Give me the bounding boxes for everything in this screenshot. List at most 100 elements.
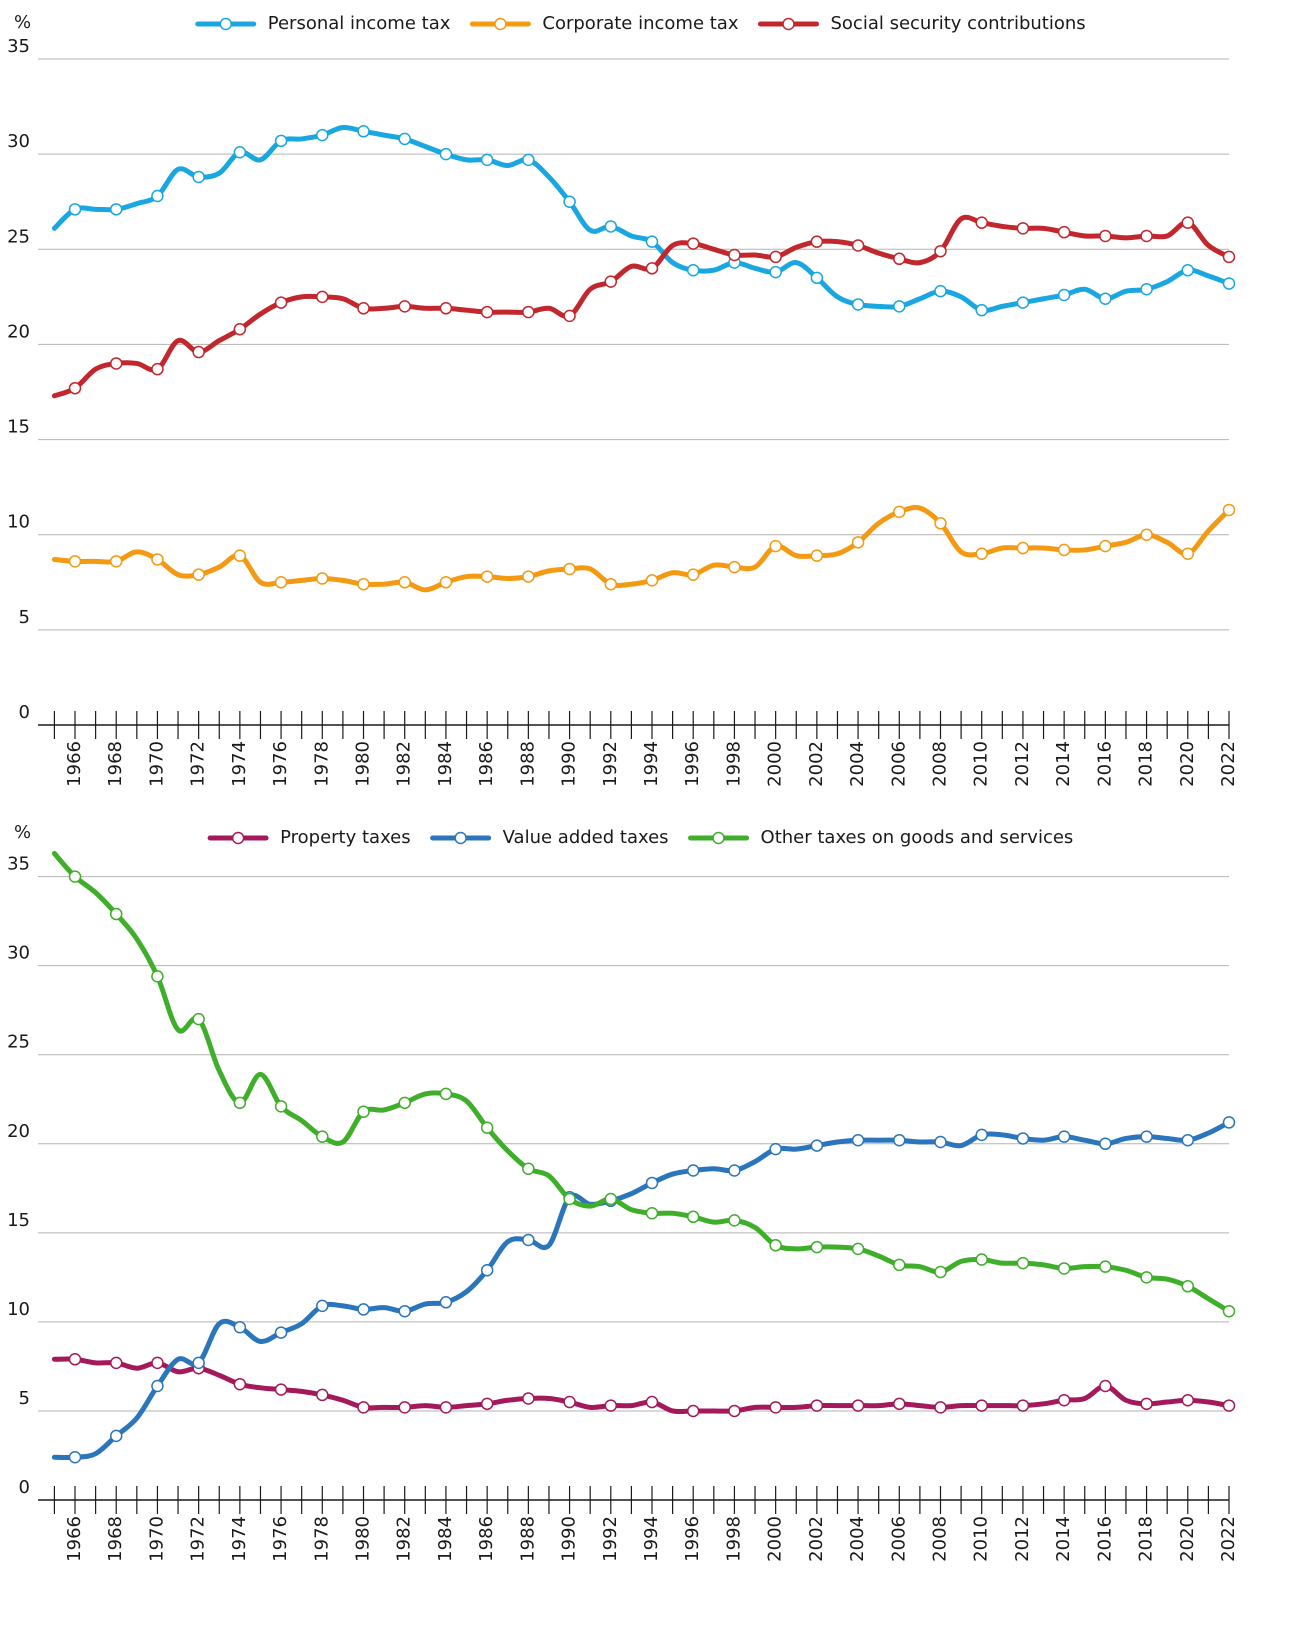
- data-point: [398, 132, 411, 146]
- data-point: [1140, 1130, 1153, 1143]
- data-point: [274, 1383, 288, 1396]
- legend-item: Property taxes: [207, 827, 411, 848]
- x-tick-label: 2012: [1012, 1516, 1033, 1562]
- data-point: [934, 244, 947, 258]
- data-point: [851, 298, 865, 311]
- x-tick-label: 1996: [682, 1516, 703, 1562]
- data-point: [975, 547, 988, 560]
- data-point: [522, 570, 535, 583]
- x-tick-label: 1968: [105, 741, 126, 787]
- data-point: [439, 302, 453, 315]
- data-point: [769, 539, 782, 553]
- data-point: [604, 1399, 618, 1412]
- data-point: [604, 1192, 618, 1206]
- data-point: [316, 128, 329, 142]
- x-tick-label: 1972: [188, 741, 209, 787]
- data-point: [480, 570, 494, 583]
- data-point: [769, 1142, 782, 1156]
- x-tick-label: 2016: [1094, 741, 1115, 787]
- x-tick-label: 1980: [353, 1516, 374, 1562]
- data-point: [975, 303, 988, 317]
- data-point: [480, 1121, 494, 1135]
- y-tick-label: 35: [7, 36, 30, 57]
- x-tick-label: 2004: [847, 741, 868, 787]
- data-point: [316, 290, 329, 304]
- data-point: [1016, 222, 1030, 235]
- x-tick-label: 2000: [765, 741, 786, 787]
- data-point: [686, 1164, 700, 1177]
- data-point: [645, 1206, 659, 1220]
- data-point: [151, 1379, 164, 1393]
- data-point: [1057, 1130, 1071, 1143]
- data-point: [1181, 216, 1195, 229]
- y-tick-label: 30: [7, 131, 30, 152]
- y-tick-label: 30: [7, 943, 30, 964]
- data-point: [604, 577, 618, 591]
- data-point: [1140, 282, 1153, 296]
- data-point: [109, 1356, 123, 1370]
- data-point: [851, 1399, 865, 1412]
- data-point: [68, 555, 82, 568]
- x-tick-label: 2020: [1177, 1516, 1198, 1562]
- data-point: [851, 239, 865, 252]
- data-point: [645, 574, 659, 587]
- x-tick-label: 1994: [641, 1516, 662, 1562]
- data-point: [1222, 503, 1236, 517]
- x-tick-label: 2014: [1053, 1516, 1074, 1562]
- data-point: [645, 235, 659, 248]
- legend-marker: [494, 17, 507, 31]
- data-point: [316, 572, 329, 585]
- data-point: [1057, 288, 1071, 302]
- data-point: [1222, 1399, 1236, 1412]
- data-point: [686, 1404, 700, 1418]
- data-point: [728, 248, 741, 262]
- data-point: [1016, 296, 1030, 309]
- data-point: [1181, 1394, 1195, 1407]
- data-point: [893, 1133, 906, 1147]
- legend-marker: [231, 831, 245, 845]
- legend-item: Social security contributions: [757, 13, 1086, 34]
- x-tick-label: 1980: [353, 741, 374, 787]
- data-point: [645, 1176, 659, 1190]
- x-tick-label: 2000: [765, 1516, 786, 1562]
- data-point: [563, 562, 576, 576]
- data-point: [233, 549, 247, 562]
- data-point: [686, 263, 700, 277]
- y-tick-label: 20: [7, 321, 30, 342]
- x-tick-label: 1998: [723, 741, 744, 787]
- legend-label: Property taxes: [280, 827, 411, 848]
- data-point: [522, 1233, 535, 1247]
- legend-label: Value added taxes: [503, 827, 669, 848]
- data-point: [769, 265, 782, 279]
- y-tick-label: 10: [7, 512, 30, 533]
- data-point: [274, 1100, 288, 1113]
- legend-item: Other taxes on goods and services: [688, 827, 1073, 848]
- data-point: [810, 1139, 824, 1152]
- data-point: [439, 147, 453, 161]
- data-point: [439, 576, 453, 589]
- data-point: [934, 284, 947, 298]
- data-point: [645, 1395, 659, 1409]
- x-tick-label: 1968: [105, 1516, 126, 1562]
- data-point: [1181, 547, 1195, 560]
- data-point: [1057, 1394, 1071, 1407]
- y-tick-label: 25: [7, 1032, 30, 1053]
- data-point: [1181, 1280, 1195, 1293]
- data-point: [1181, 1133, 1195, 1147]
- data-point: [522, 305, 535, 319]
- data-point: [68, 1451, 82, 1464]
- data-point: [480, 1397, 494, 1411]
- data-point: [1099, 539, 1112, 553]
- data-point: [357, 1105, 370, 1118]
- x-tick-label: 1984: [435, 1516, 456, 1562]
- data-point: [810, 549, 824, 562]
- x-tick-label: 1978: [311, 1516, 332, 1562]
- x-tick-label: 1976: [270, 1516, 291, 1562]
- series-line: [51, 214, 1232, 399]
- data-point: [192, 170, 205, 184]
- x-tick-label: 2010: [971, 741, 992, 787]
- data-point: [810, 1240, 824, 1254]
- data-point: [233, 322, 247, 336]
- x-tick-label: 1992: [600, 741, 621, 787]
- data-point: [728, 560, 741, 574]
